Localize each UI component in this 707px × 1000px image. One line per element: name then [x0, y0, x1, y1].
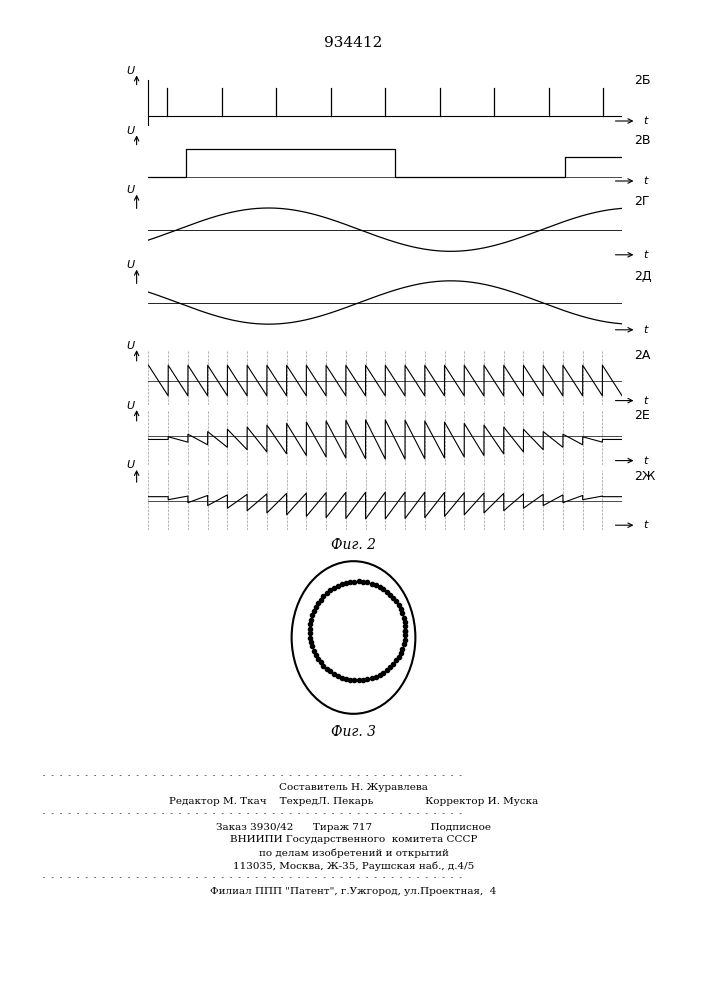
Text: t: t: [643, 250, 648, 260]
Text: Филиал ППП "Патент", г.Ужгород, ул.Проектная,  4: Филиал ППП "Патент", г.Ужгород, ул.Проек…: [210, 886, 497, 896]
Text: 2А: 2А: [634, 349, 650, 362]
Text: по делам изобретений и открытий: по делам изобретений и открытий: [259, 848, 448, 858]
Text: 2Д: 2Д: [634, 270, 652, 283]
Text: t: t: [643, 116, 648, 126]
Text: 2Б: 2Б: [634, 74, 650, 87]
Text: t: t: [643, 325, 648, 335]
Text: - - - - - - - - - - - - - - - - - - - - - - - - - - - - - - - - - - - - - - - - : - - - - - - - - - - - - - - - - - - - - …: [42, 810, 467, 816]
Text: Заказ 3930/42      Тираж 717                  Подписное: Заказ 3930/42 Тираж 717 Подписное: [216, 822, 491, 831]
Text: 934412: 934412: [325, 36, 382, 50]
Text: U: U: [127, 126, 134, 136]
Text: 2Г: 2Г: [634, 195, 650, 208]
Text: - - - - - - - - - - - - - - - - - - - - - - - - - - - - - - - - - - - - - - - - : - - - - - - - - - - - - - - - - - - - - …: [42, 874, 467, 880]
Text: U: U: [127, 341, 134, 351]
Text: t: t: [643, 456, 648, 466]
Text: t: t: [643, 396, 648, 406]
Text: U: U: [127, 401, 134, 411]
Text: U: U: [127, 460, 134, 470]
Text: Составитель Н. Журавлева: Составитель Н. Журавлева: [279, 784, 428, 792]
Text: t: t: [643, 520, 648, 530]
Text: U: U: [127, 185, 134, 195]
Text: - - - - - - - - - - - - - - - - - - - - - - - - - - - - - - - - - - - - - - - - : - - - - - - - - - - - - - - - - - - - - …: [42, 772, 467, 778]
Text: Фиг. 2: Фиг. 2: [331, 538, 376, 552]
Text: U: U: [127, 260, 134, 270]
Text: t: t: [643, 176, 648, 186]
Text: 2Ж: 2Ж: [634, 470, 655, 483]
Text: Фиг. 3: Фиг. 3: [331, 725, 376, 739]
Text: U: U: [127, 66, 134, 76]
Text: 2В: 2В: [634, 133, 650, 146]
Text: 113035, Москва, Ж-35, Раушская наб., д.4/5: 113035, Москва, Ж-35, Раушская наб., д.4…: [233, 861, 474, 871]
Text: 2Е: 2Е: [634, 409, 650, 422]
Text: Редактор М. Ткач    ТехредЛ. Пекарь                Корректор И. Муска: Редактор М. Ткач ТехредЛ. Пекарь Коррект…: [169, 798, 538, 806]
Text: ВНИИПИ Государственного  комитета СССР: ВНИИПИ Государственного комитета СССР: [230, 836, 477, 844]
